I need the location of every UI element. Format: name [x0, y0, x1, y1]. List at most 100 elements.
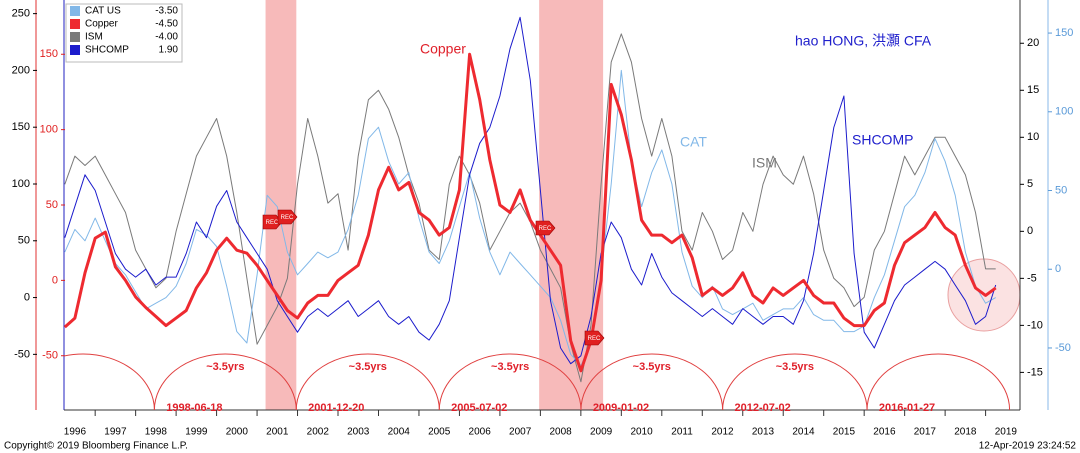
y-tick-label: 200	[12, 64, 30, 76]
x-tick-label: 2011	[671, 427, 693, 438]
x-tick-label: 2017	[914, 427, 937, 438]
x-tick-label: 1996	[64, 427, 87, 438]
y-tick-label: 10	[1027, 131, 1039, 143]
x-tick-label: 2007	[509, 427, 532, 438]
x-tick-label: 1999	[185, 427, 208, 438]
x-tick-label: 2012	[711, 427, 734, 438]
legend-value: 1.90	[159, 45, 179, 56]
legend-label: CAT US	[85, 6, 121, 17]
y-tick-label: 15	[1027, 84, 1039, 96]
cycle-date: 2016-01-27	[879, 402, 935, 414]
rec-label: REC	[281, 215, 294, 221]
cycle-arc	[153, 353, 297, 411]
cycle-date: 2005-07-02	[451, 402, 507, 414]
legend-value: -4.50	[155, 19, 178, 30]
legend-swatch	[70, 19, 80, 29]
y-tick-label: 100	[1055, 106, 1073, 118]
rec-marker	[535, 220, 556, 236]
x-tick-label: 2019	[995, 427, 1018, 438]
x-tick-label: 2014	[792, 427, 815, 438]
x-tick-label: 2013	[752, 427, 775, 438]
cycle-date: 2001-12-20	[308, 402, 364, 414]
y-tick-label: 0	[1027, 225, 1033, 237]
x-tick-label: 2018	[954, 427, 977, 438]
y-tick-label: -50	[1055, 342, 1071, 354]
cycle-arc	[866, 353, 1011, 411]
legend-label: Copper	[85, 19, 118, 30]
legend-swatch	[70, 45, 80, 55]
y-tick-label: -15	[1027, 366, 1043, 378]
x-tick-label: 2005	[428, 427, 451, 438]
y-tick-label: 0	[52, 274, 58, 286]
cycle-label: ~3.5yrs	[349, 361, 387, 373]
x-tick-label: 2015	[833, 427, 856, 438]
y-tick-label: 100	[12, 178, 30, 190]
cycle-arc	[295, 353, 440, 411]
cycle-arc	[722, 353, 868, 411]
rec-label: REC	[539, 226, 552, 232]
x-tick-label: 2002	[307, 427, 330, 438]
rec-label: REC	[588, 336, 601, 342]
legend-swatch	[70, 6, 80, 16]
x-tick-label: 1997	[104, 427, 127, 438]
legend: CAT US -3.50 Copper -4.50 ISM -4.00 SHCOMP 1.90	[65, 3, 183, 63]
timestamp: 12-Apr-2019 23:24:52	[979, 441, 1077, 452]
y-tick-label: 50	[1055, 184, 1067, 196]
recession-band	[265, 0, 297, 410]
series-line	[63, 52, 997, 373]
cycle-date: 2012-07-02	[734, 402, 790, 414]
y-tick-label: 250	[12, 8, 30, 20]
y-tick-label: 5	[1027, 178, 1033, 190]
cycle-arcs	[64, 353, 1011, 411]
y-tick-label: 0	[1055, 263, 1061, 275]
x-tick-label: 2008	[549, 427, 572, 438]
x-tick-label: 2003	[347, 427, 370, 438]
copyright: Copyright© 2019 Bloomberg Finance L.P.	[4, 441, 188, 452]
rec-marker	[277, 209, 298, 225]
y-tick-label: 20	[1027, 37, 1039, 49]
rec-label: REC	[266, 220, 279, 226]
cycle-arc	[580, 353, 724, 411]
y-tick-label: -5	[1027, 272, 1037, 284]
cycle-date: 2009-01-02	[593, 402, 649, 414]
x-tick-label: 2001	[266, 427, 289, 438]
y-tick-label: 50	[18, 235, 30, 247]
cycle-label: ~3.5yrs	[776, 361, 814, 373]
y-tick-label: 150	[12, 121, 30, 133]
y-tick-label: 50	[46, 199, 58, 211]
x-tick-label: 2006	[469, 427, 492, 438]
legend-value: -4.00	[155, 32, 178, 43]
y-tick-label: 150	[1055, 27, 1073, 39]
annotation: SHCOMP	[852, 132, 913, 148]
y-tick-label: -50	[14, 348, 30, 360]
x-tick-label: 2010	[630, 427, 653, 438]
recession-band	[539, 0, 604, 410]
cycle-label: ~3.5yrs	[206, 361, 244, 373]
series-line	[64, 33, 996, 383]
series-line	[64, 16, 997, 365]
legend-swatch	[70, 32, 80, 42]
x-tick-label: 1998	[145, 427, 168, 438]
y-tick-label: 0	[24, 291, 30, 303]
annotation: ISM	[752, 155, 777, 171]
series-line	[64, 69, 996, 367]
y-tick-label: 150	[40, 48, 58, 60]
x-tick-label: 2009	[590, 427, 613, 438]
cycle-label: ~3.5yrs	[491, 361, 529, 373]
y-tick-label: -50	[42, 350, 58, 362]
annotation: Copper	[420, 41, 466, 57]
y-tick-label: 100	[40, 124, 58, 136]
rec-marker	[262, 214, 283, 230]
legend-value: -3.50	[155, 6, 178, 17]
author-note: hao HONG, 洪灝 CFA	[795, 33, 932, 49]
cycle-date: 1998-06-18	[166, 402, 222, 414]
x-tick-label: 2004	[388, 427, 411, 438]
legend-label: SHCOMP	[85, 45, 129, 56]
cycle-arc	[438, 353, 582, 411]
legend-box	[65, 3, 183, 63]
rec-marker	[584, 330, 605, 346]
legend-label: ISM	[85, 32, 103, 43]
background	[265, 0, 604, 410]
x-tick-label: 2000	[226, 427, 249, 438]
